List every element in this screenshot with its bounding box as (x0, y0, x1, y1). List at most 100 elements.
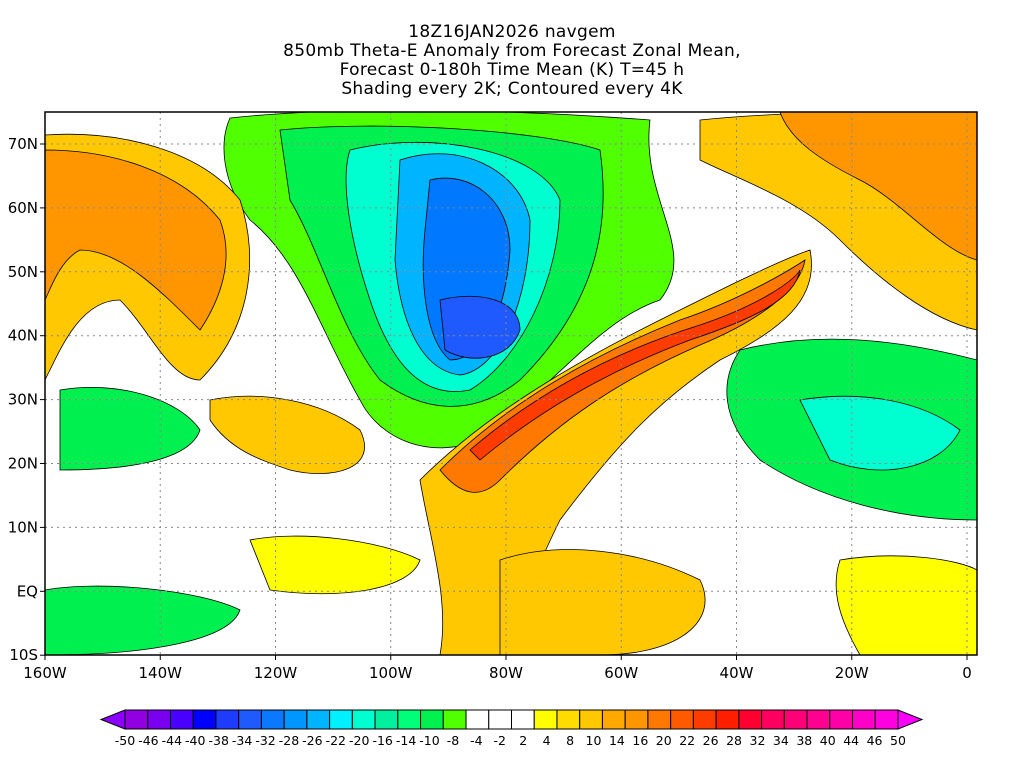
anomaly-region (249, 535, 421, 595)
title-field: 850mb Theta-E Anomaly from Forecast Zona… (283, 41, 741, 61)
colorbar-swatch (124, 709, 149, 730)
colorbar-swatch (806, 709, 831, 730)
anomaly-region (799, 395, 961, 471)
anomaly-region (209, 395, 365, 474)
anomaly-region (419, 249, 812, 655)
latitude-label: 40N (8, 327, 38, 345)
anomaly-region (499, 549, 706, 655)
colorbar-label: 44 (843, 733, 859, 748)
longitude-label: 100W (369, 664, 413, 682)
longitude-label: 80W (489, 664, 523, 682)
colorbar-swatch (442, 709, 467, 730)
anomaly-map (45, 112, 977, 655)
longitude-label: 140W (139, 664, 183, 682)
colorbar-label: 38 (796, 733, 812, 748)
anomaly-region (59, 387, 201, 471)
title-run: 18Z16JAN2026 navgem (408, 22, 616, 42)
colorbar-swatch (647, 709, 672, 730)
colorbar-swatch (283, 709, 308, 730)
colorbar-swatch (556, 709, 581, 730)
latitude-label: 70N (8, 135, 38, 153)
colorbar-label: -32 (255, 733, 275, 748)
colorbar-label: 16 (632, 733, 648, 748)
longitude-label: 160W (23, 664, 67, 682)
colorbar-swatch (420, 709, 444, 730)
latitude-label: EQ (17, 582, 38, 600)
colorbar-label: 14 (609, 733, 625, 748)
colorbar-swatch (852, 709, 876, 730)
colorbar-label: -44 (162, 733, 182, 748)
colorbar-label: 32 (750, 733, 766, 748)
colorbar-swatch (533, 709, 558, 730)
colorbar-swatch (260, 709, 285, 730)
latitude-label: 30N (8, 391, 38, 409)
anomaly-region (469, 269, 801, 461)
colorbar-swatch (215, 709, 240, 730)
colorbar-label: -2 (494, 733, 506, 748)
longitude-label: 120W (254, 664, 298, 682)
title-forecast: Forecast 0-180h Time Mean (K) T=45 h (339, 60, 685, 80)
colorbar-swatch (397, 709, 422, 730)
anomaly-region (439, 295, 521, 359)
colorbar-swatch (306, 709, 331, 730)
anomaly-region (835, 555, 977, 655)
longitude-label: 60W (604, 664, 638, 682)
colorbar-swatch (715, 709, 740, 730)
colorbar-label: 26 (703, 733, 719, 748)
colorbar-swatch (374, 709, 399, 730)
colorbar-label: -28 (279, 733, 299, 748)
colorbar-swatch (465, 709, 490, 730)
colorbar-label: -14 (396, 733, 416, 748)
colorbar-swatch (488, 709, 513, 730)
colorbar-swatch (829, 709, 854, 730)
colorbar-label: 8 (566, 733, 574, 748)
colorbar-label: -46 (138, 733, 158, 748)
colorbar-label: 50 (890, 733, 906, 748)
colorbar-label: 20 (656, 733, 672, 748)
map-frame (44, 111, 978, 656)
latitude-label: 60N (8, 199, 38, 217)
gridlines (45, 112, 977, 655)
colorbar-swatch (874, 709, 899, 730)
latitude-label: 10S (9, 646, 38, 664)
colorbar-label: 40 (820, 733, 836, 748)
anomaly-region (45, 585, 241, 655)
colorbar-swatch (738, 709, 763, 730)
colorbar-label: 10 (586, 733, 602, 748)
colorbar-swatch (192, 709, 217, 730)
title-shading: Shading every 2K; Contoured every 4K (341, 79, 683, 99)
longitude-label: 0 (962, 664, 972, 682)
colorbar-swatch (624, 709, 649, 730)
colorbar-swatch (329, 709, 353, 730)
colorbar-swatch (169, 709, 194, 730)
colorbar-label: -34 (232, 733, 252, 748)
colorbar-swatch (579, 709, 603, 730)
colorbar-swatch (238, 709, 262, 730)
colorbar-label: -40 (185, 733, 205, 748)
colorbar-label: -38 (208, 733, 228, 748)
colorbar-label: -10 (419, 733, 439, 748)
colorbar-label: 34 (773, 733, 789, 748)
colorbar-label: 2 (519, 733, 527, 748)
colorbar-label: -4 (470, 733, 483, 748)
colorbar-swatch (351, 709, 376, 730)
colorbar-high-arrow (897, 709, 924, 730)
colorbar-label: 22 (679, 733, 695, 748)
colorbar-swatch (511, 709, 535, 730)
colorbar-label: -50 (115, 733, 135, 748)
longitude-label: 20W (835, 664, 869, 682)
latitude-label: 20N (8, 455, 38, 473)
colorbar: -50 -46 -44 -40 -38 -34 -32 -28 -26 -22 -20 -16 -14-… (99, 709, 924, 748)
anomaly-region (779, 112, 977, 261)
colorbar-label: 28 (726, 733, 742, 748)
colorbar-swatch (761, 709, 785, 730)
colorbar-label: -20 (349, 733, 369, 748)
colorbar-swatch (783, 709, 808, 730)
colorbar-swatch (670, 709, 694, 730)
anomaly-region (45, 149, 227, 331)
latitude-label: 10N (8, 518, 38, 536)
colorbar-swatch (692, 709, 717, 730)
longitude-label: 40W (720, 664, 754, 682)
colorbar-label: 46 (867, 733, 883, 748)
